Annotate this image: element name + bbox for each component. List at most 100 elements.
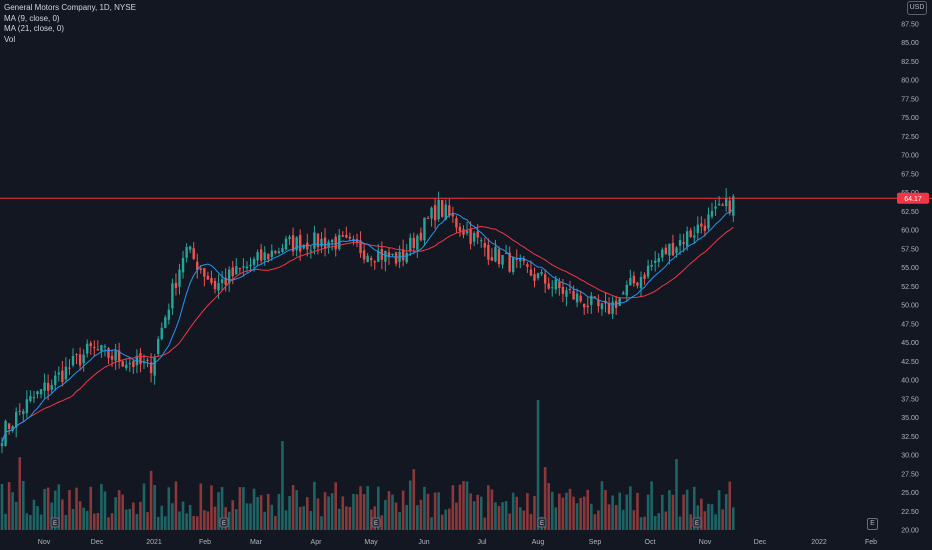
candle-body: [611, 301, 614, 314]
candle-body: [210, 277, 213, 283]
candle-body: [345, 234, 348, 238]
candle-body: [341, 235, 344, 237]
y-tick-label: 37.50: [901, 396, 919, 403]
earnings-marker-icon[interactable]: [537, 517, 547, 528]
candle-body: [696, 224, 699, 234]
calendar-events-icon[interactable]: E: [867, 518, 878, 530]
volume-bar: [231, 500, 235, 530]
y-tick-label: 47.50: [901, 321, 919, 328]
volume-bar: [96, 512, 100, 530]
volume-bar: [494, 502, 497, 530]
volume-bar: [611, 495, 614, 530]
y-tick-label: 62.50: [901, 209, 919, 216]
candle-body: [128, 363, 131, 365]
volume-bar: [717, 490, 721, 530]
candle-body: [103, 346, 107, 348]
volume-bar: [533, 495, 536, 530]
candle-body: [462, 229, 465, 235]
volume-bar: [550, 491, 554, 530]
volume-bar: [68, 489, 71, 530]
volume-bar: [547, 483, 550, 530]
volume-bar: [25, 513, 29, 530]
candle-body: [682, 242, 685, 245]
candle-body: [228, 269, 231, 284]
volume-bar: [607, 504, 611, 530]
earnings-marker-icon[interactable]: [50, 517, 60, 528]
candle-body: [11, 426, 14, 431]
volume-bar: [653, 516, 657, 530]
candle-body: [203, 268, 206, 277]
y-tick-label: 55.00: [901, 265, 919, 272]
volume-bar: [377, 486, 380, 530]
candle-body: [703, 225, 707, 231]
earnings-marker-label: E: [374, 521, 378, 527]
volume-bar: [192, 516, 195, 530]
volume-bar: [543, 467, 547, 530]
candle-body: [593, 296, 597, 298]
volume-bar: [252, 488, 256, 530]
candle-body: [607, 303, 611, 314]
time-axis[interactable]: Nov Dec 2021 Feb Mar Apr May Jun Jul Aug Sep Oct Nov…: [38, 539, 877, 546]
volume-bar: [675, 459, 678, 530]
candle-body: [107, 348, 110, 358]
candle-body: [157, 338, 160, 354]
candle-body: [61, 370, 64, 383]
candle-body: [586, 305, 589, 308]
vol-legend[interactable]: Vol: [4, 34, 16, 44]
candle-body: [650, 264, 653, 267]
candle-body: [114, 350, 117, 361]
volume-bar: [309, 510, 313, 530]
volume-bar: [281, 441, 284, 530]
candle-body: [132, 360, 135, 368]
candle-body: [419, 232, 423, 241]
candle-body: [579, 295, 582, 302]
volume-bar: [501, 502, 504, 530]
volume-bar: [448, 508, 451, 530]
price-axis[interactable]: 20.00 22.50 25.00 27.50 30.00 32.50 35.00 37.50…: [901, 21, 919, 534]
volume-bar: [71, 508, 75, 530]
candle-body: [732, 196, 735, 216]
candle-body: [391, 253, 394, 256]
candle-body: [444, 204, 447, 220]
volume-bar: [302, 506, 306, 530]
candle-body: [536, 273, 540, 279]
ma9-legend[interactable]: MA (9, close, 0): [4, 13, 60, 23]
volume-bar: [646, 494, 650, 530]
candle-body: [15, 411, 18, 428]
candle-body: [714, 206, 717, 209]
candle-body: [25, 399, 29, 414]
x-tick-label: Dec: [754, 539, 767, 546]
earnings-marker-icon[interactable]: [219, 517, 229, 528]
candle-body: [522, 259, 526, 262]
ma21-legend[interactable]: MA (21, close, 0): [4, 24, 65, 33]
candle-body: [259, 249, 263, 261]
candle-body: [235, 266, 238, 275]
x-tick-label: Dec: [91, 539, 104, 546]
x-tick-label: 2022: [811, 539, 827, 546]
y-tick-label: 82.50: [901, 59, 919, 66]
volume-bar: [657, 513, 661, 530]
symbol-title[interactable]: General Motors Company, 1D, NYSE: [4, 3, 136, 12]
volume-bar: [661, 494, 664, 530]
y-tick-label: 80.00: [901, 78, 919, 85]
candle-body: [167, 309, 171, 320]
volume-bar: [575, 503, 579, 530]
candle-body: [7, 423, 11, 429]
earnings-marker-icon[interactable]: [371, 517, 381, 528]
candle-body: [529, 269, 533, 276]
candle-body: [543, 274, 547, 284]
volume-bar: [61, 499, 64, 530]
candle-body: [213, 280, 217, 290]
volume-bar: [682, 494, 685, 530]
candle-body: [540, 272, 543, 275]
candle-body: [249, 264, 252, 267]
candle-body: [149, 362, 153, 374]
currency-label[interactable]: USD: [907, 1, 927, 15]
volume-bar: [53, 490, 57, 530]
volume-bar: [387, 491, 391, 530]
earnings-marker-icon[interactable]: [692, 517, 702, 528]
volume-bar: [156, 516, 160, 530]
volume-bar: [604, 490, 607, 530]
